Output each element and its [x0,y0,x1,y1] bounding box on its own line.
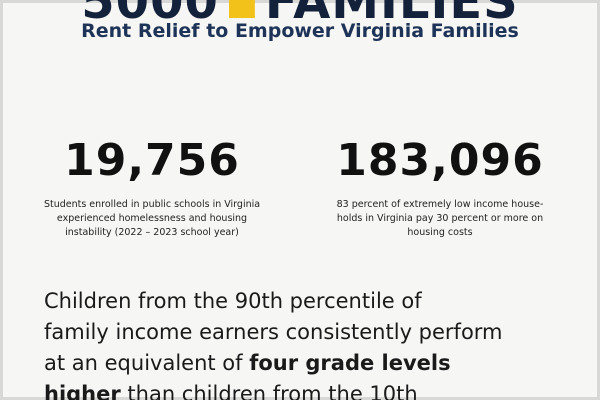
text: at an equivalent of [44,351,250,375]
headline: 5000 FAMILIES [0,0,600,30]
paragraph-line: higher than children from the 10th [44,379,584,400]
text: Children from the 90th percentile of [44,289,422,313]
caption-line: holds in Virginia pay 30 percent or more… [336,213,544,224]
paragraph-line: at an equivalent of four grade levels [44,348,584,379]
title-number: 5000 [81,0,219,30]
caption-line: instability (2022 – 2023 school year) [65,227,239,238]
house-icon [228,0,255,18]
text: family income earners consistently perfo… [44,320,503,344]
caption-line: Students enrolled in public schools in V… [43,199,261,210]
caption-line: experienced homelessness and housing [56,213,248,224]
stat-number: 19,756 [64,135,240,186]
paragraph-line: Children from the 90th percentile of [44,286,584,317]
title-word: FAMILIES [264,0,519,30]
text: than children from the 10th [120,382,418,400]
stat-number: 183,096 [336,135,544,186]
bold-text: four grade levels [249,351,451,375]
stat: 19,756 Students enrolled in public school… [17,136,287,240]
caption-line: housing costs [407,227,473,238]
subtitle: Rent Relief to Empower Virginia Families [81,20,519,42]
stat-caption: Students enrolled in public schools in V… [17,198,287,240]
caption-line: 83 percent of extremely low income house… [336,199,544,210]
bold-text: higher [44,382,121,400]
paragraph: Children from the 90th percentile of fami… [44,286,584,400]
stat-caption: 83 percent of extremely low income house… [305,198,575,240]
paragraph-line: family income earners consistently perfo… [44,317,584,348]
stat: 183,096 83 percent of extremely low incom… [305,136,575,240]
